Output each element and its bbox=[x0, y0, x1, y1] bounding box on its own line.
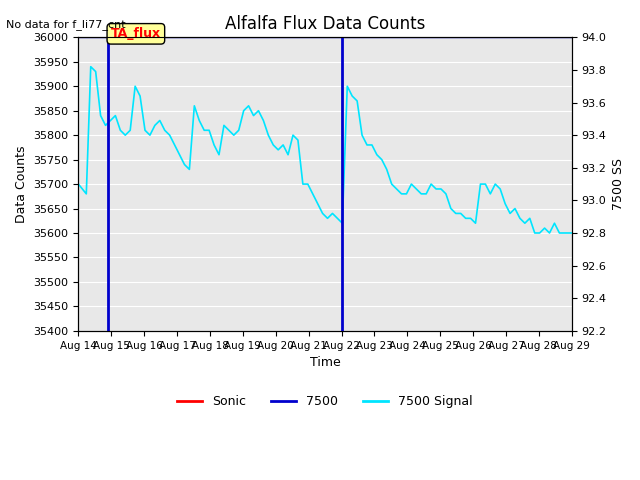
7500 Signal bbox=[422, 191, 430, 197]
Y-axis label: 7500 SS: 7500 SS bbox=[612, 158, 625, 210]
7500 Signal bbox=[531, 230, 539, 236]
Title: Alfalfa Flux Data Counts: Alfalfa Flux Data Counts bbox=[225, 15, 425, 33]
7500 Signal bbox=[200, 127, 208, 133]
7500 Signal bbox=[111, 113, 119, 119]
Y-axis label: Data Counts: Data Counts bbox=[15, 145, 28, 223]
7500 Signal bbox=[373, 152, 381, 157]
Text: No data for f_li77_cnt: No data for f_li77_cnt bbox=[6, 19, 126, 30]
Legend: Sonic, 7500, 7500 Signal: Sonic, 7500, 7500 Signal bbox=[172, 390, 478, 413]
7500 Signal bbox=[447, 205, 454, 211]
Line: 7500 Signal: 7500 Signal bbox=[79, 67, 572, 233]
7500 Signal bbox=[304, 181, 312, 187]
7500 Signal bbox=[75, 181, 83, 187]
7500 Signal bbox=[87, 64, 95, 70]
7500 Signal bbox=[568, 230, 575, 236]
X-axis label: Time: Time bbox=[310, 356, 340, 369]
Text: TA_flux: TA_flux bbox=[111, 27, 161, 40]
